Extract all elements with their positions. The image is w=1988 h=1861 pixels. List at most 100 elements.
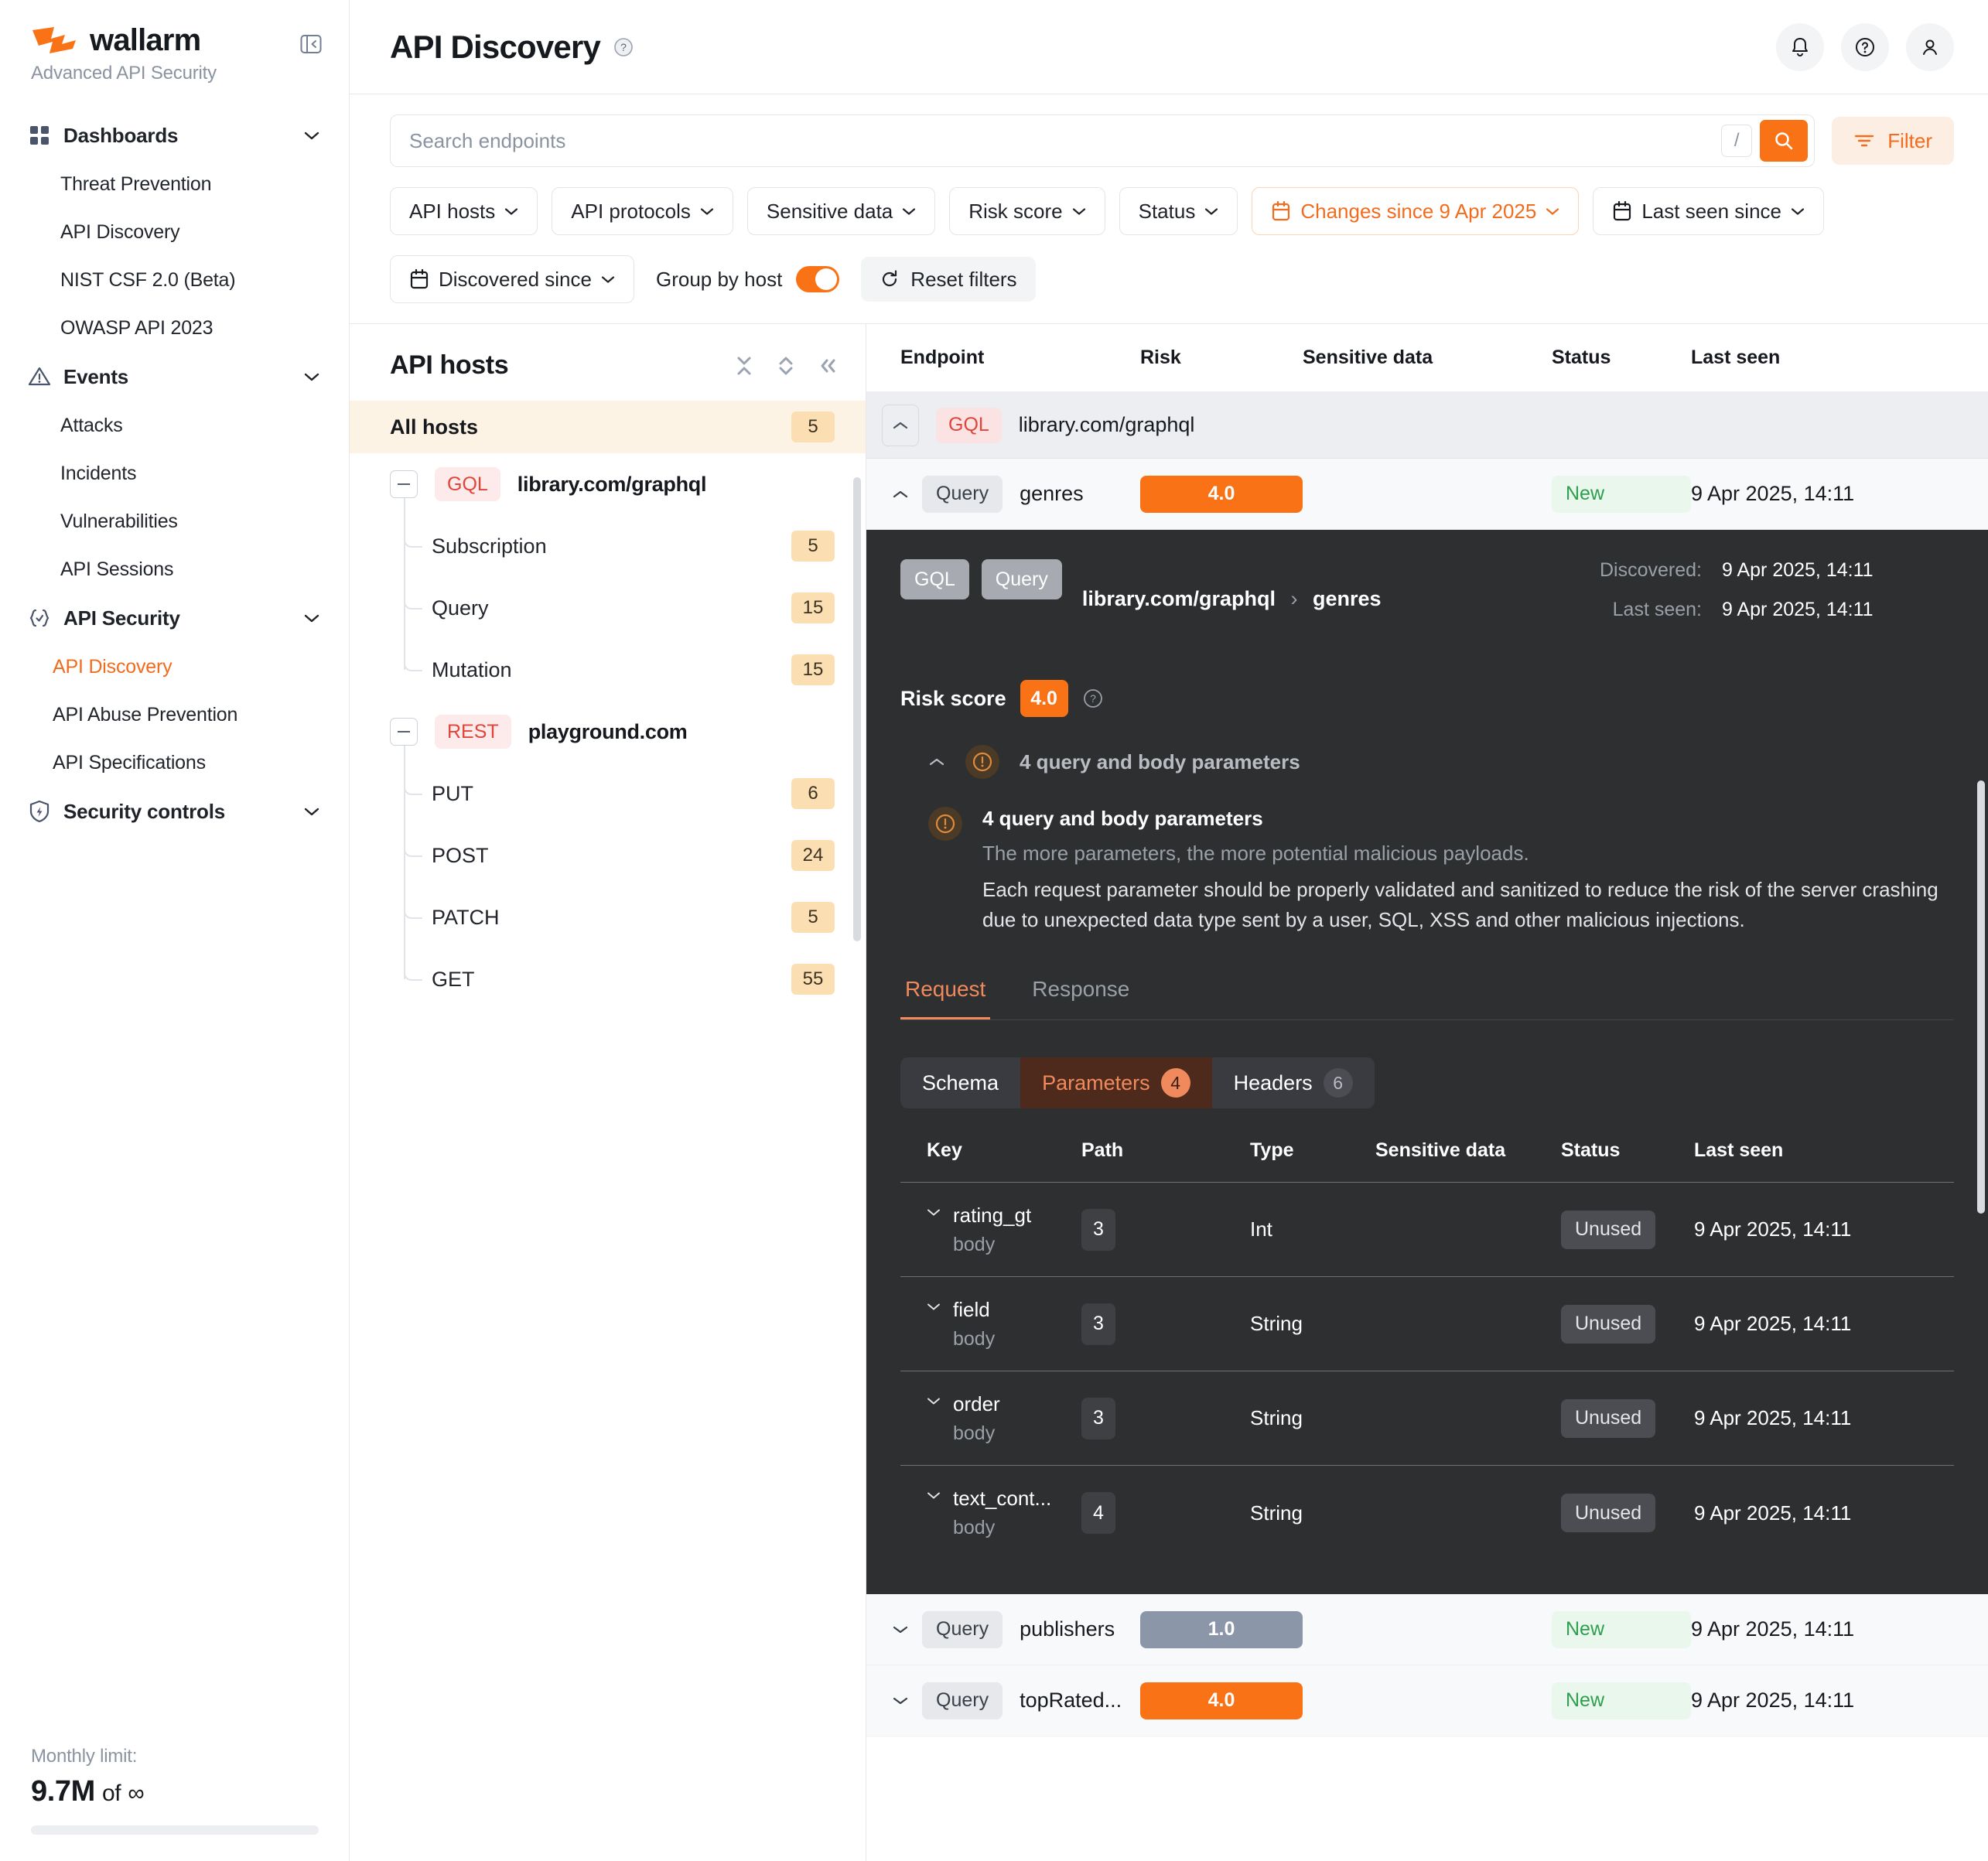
hosts-panel-scrollbar[interactable] <box>853 477 861 941</box>
host-child-patch[interactable]: PATCH 5 <box>404 886 866 948</box>
filter-chip-changes-since[interactable]: Changes since 9 Apr 2025 <box>1252 187 1580 235</box>
table-row[interactable]: order body 3 String Unused 9 Apr 2025, 1… <box>900 1371 1954 1466</box>
chevrons-left-icon[interactable] <box>816 354 839 377</box>
chevron-up-icon[interactable] <box>928 756 945 767</box>
help-circle-icon[interactable]: ? <box>613 36 634 58</box>
sidebar-item-attacks[interactable]: Attacks <box>60 414 123 436</box>
host-child-get[interactable]: GET 55 <box>404 948 866 1010</box>
protocol-tag: REST <box>435 715 511 749</box>
sidebar-item-nist-csf[interactable]: NIST CSF 2.0 (Beta) <box>60 268 236 291</box>
status-badge: New <box>1552 1610 1691 1648</box>
sidebar-group-security-controls[interactable]: Security controls <box>0 787 349 836</box>
sidebar-item-api-discovery[interactable]: API Discovery <box>53 655 172 678</box>
chevron-down-icon[interactable] <box>927 1208 941 1217</box>
expand-all-icon[interactable] <box>774 354 798 377</box>
warning-circle-icon <box>965 745 999 779</box>
param-key-cell[interactable]: field body <box>927 1298 1081 1351</box>
host-block: REST playground.com PUT 6 POST 24 <box>350 701 866 1010</box>
sidebar-group-dashboards[interactable]: Dashboards <box>0 111 349 160</box>
column-header-endpoint: Endpoint <box>900 347 985 368</box>
detail-meta: Discovered: 9 Apr 2025, 14:11 Last seen:… <box>1600 559 1954 638</box>
host-name: playground.com <box>528 719 688 743</box>
filter-chip-sensitive-data[interactable]: Sensitive data <box>746 187 936 235</box>
last-seen-value: 9 Apr 2025, 14:11 <box>1722 599 1874 620</box>
chevron-down-icon <box>504 207 518 216</box>
segment-parameters[interactable]: Parameters 4 <box>1020 1057 1212 1108</box>
sidebar-item-api-discovery-dashboard[interactable]: API Discovery <box>60 220 180 243</box>
endpoint-group-row[interactable]: GQL library.com/graphql <box>866 392 1988 459</box>
host-child-subscription[interactable]: Subscription 5 <box>404 515 866 577</box>
sidebar-group-events[interactable]: Events <box>0 352 349 401</box>
sidebar-item-api-sessions[interactable]: API Sessions <box>60 558 174 580</box>
group-by-host-toggle[interactable] <box>796 266 840 292</box>
reset-filters-button[interactable]: Reset filters <box>861 257 1036 302</box>
param-key-cell[interactable]: rating_gt body <box>927 1204 1081 1256</box>
user-icon[interactable] <box>1906 22 1954 71</box>
table-row[interactable]: text_cont... body 4 String Unused 9 Apr … <box>900 1466 1954 1560</box>
collapse-all-icon[interactable] <box>733 354 756 377</box>
group-collapse-icon[interactable] <box>882 404 919 446</box>
code-check-icon <box>26 605 53 631</box>
segment-headers[interactable]: Headers 6 <box>1212 1057 1375 1108</box>
filter-button[interactable]: Filter <box>1832 117 1954 165</box>
search-input[interactable] <box>409 128 1722 153</box>
filter-chip-api-protocols[interactable]: API protocols <box>552 187 733 235</box>
tab-request[interactable]: Request <box>900 977 991 1019</box>
row-expand-icon[interactable] <box>882 1695 919 1706</box>
search-box[interactable]: / <box>390 114 1816 167</box>
monthly-limit-of: of <box>101 1781 121 1806</box>
row-collapse-icon[interactable] <box>882 489 919 500</box>
filter-chip-label: Last seen since <box>1641 199 1781 223</box>
sidebar-item-owasp-api-2023[interactable]: OWASP API 2023 <box>60 316 213 339</box>
chevron-down-icon[interactable] <box>927 1491 941 1500</box>
table-row[interactable]: rating_gt body 3 Int Unused 9 Apr 2025, … <box>900 1183 1954 1277</box>
param-column-sensitive-data: Sensitive data <box>1375 1139 1506 1161</box>
param-path-cell: 4 <box>1081 1492 1250 1534</box>
sidebar-item-api-abuse-prevention[interactable]: API Abuse Prevention <box>53 703 238 726</box>
filter-chip-risk-score[interactable]: Risk score <box>949 187 1105 235</box>
host-child-count: 55 <box>791 964 835 995</box>
filter-chip-last-seen-since[interactable]: Last seen since <box>1593 187 1824 235</box>
sidebar-item-threat-prevention[interactable]: Threat Prevention <box>60 172 212 195</box>
table-row[interactable]: Query genres 4.0 New 9 Apr 2025, 14:11 <box>866 459 1988 530</box>
filter-chip-discovered-since[interactable]: Discovered since <box>390 255 634 303</box>
sidebar-item-vulnerabilities[interactable]: Vulnerabilities <box>60 510 178 532</box>
all-hosts-row[interactable]: All hosts 5 <box>350 401 866 453</box>
filter-chip-status[interactable]: Status <box>1119 187 1238 235</box>
sidebar-group-api-security[interactable]: API Security <box>0 593 349 643</box>
tab-response[interactable]: Response <box>1032 977 1130 1001</box>
sidebar-collapse-icon[interactable] <box>299 32 323 56</box>
help-circle-icon[interactable]: ? <box>1082 688 1104 709</box>
host-row-playground[interactable]: REST playground.com <box>350 701 866 763</box>
table-row[interactable]: Query topRated... 4.0 New 9 Apr 2025, 14… <box>866 1665 1988 1736</box>
host-child-put[interactable]: PUT 6 <box>404 763 866 825</box>
sidebar-item-api-specifications[interactable]: API Specifications <box>53 751 206 773</box>
segment-schema[interactable]: Schema <box>900 1057 1020 1108</box>
risk-factor-summary[interactable]: 4 query and body parameters <box>900 745 1954 779</box>
endpoints-scrollbar[interactable] <box>1977 780 1985 1214</box>
collapse-toggle-icon[interactable] <box>390 470 418 498</box>
help-circle-icon[interactable] <box>1841 22 1889 71</box>
risk-factor-title: 4 query and body parameters <box>982 807 1263 830</box>
search-icon[interactable] <box>1760 120 1809 162</box>
filter-chip-api-hosts[interactable]: API hosts <box>390 187 538 235</box>
param-key-cell[interactable]: order body <box>927 1392 1081 1445</box>
host-row-graphql[interactable]: GQL library.com/graphql <box>350 453 866 515</box>
bell-icon[interactable] <box>1776 22 1824 71</box>
row-expand-icon[interactable] <box>882 1624 919 1635</box>
api-hosts-title: API hosts <box>390 350 509 380</box>
host-child-query[interactable]: Query 15 <box>404 577 866 639</box>
host-child-count: 6 <box>791 778 835 809</box>
collapse-toggle-icon[interactable] <box>390 718 418 746</box>
host-child-count: 15 <box>791 654 835 685</box>
chevron-down-icon[interactable] <box>927 1303 941 1311</box>
filter-icon <box>1853 132 1875 149</box>
chevron-down-icon[interactable] <box>927 1397 941 1405</box>
param-key-cell[interactable]: text_cont... body <box>927 1487 1081 1539</box>
host-child-post[interactable]: POST 24 <box>404 825 866 886</box>
sidebar-item-incidents[interactable]: Incidents <box>60 462 137 484</box>
status-badge: Unused <box>1561 1494 1656 1532</box>
host-child-mutation[interactable]: Mutation 15 <box>404 639 866 701</box>
table-row[interactable]: Query publishers 1.0 New 9 Apr 2025, 14:… <box>866 1594 1988 1665</box>
table-row[interactable]: field body 3 String Unused 9 Apr 2025, 1… <box>900 1277 1954 1371</box>
